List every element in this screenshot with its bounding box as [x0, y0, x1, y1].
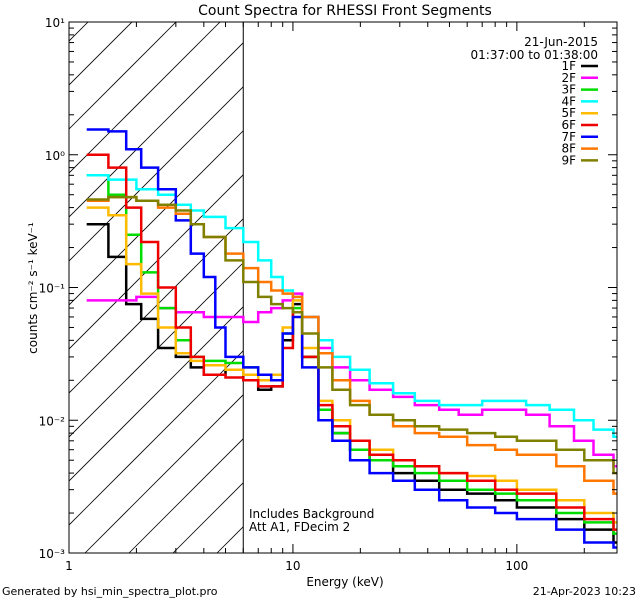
legend-label-8F: 8F [561, 142, 576, 156]
y-tick-label: 10⁻³ [39, 547, 66, 561]
y-tick-label: 10⁰ [45, 149, 65, 163]
legend-label-3F: 3F [561, 83, 576, 97]
legend-label-2F: 2F [561, 71, 576, 85]
legend-label-4F: 4F [561, 94, 576, 108]
y-tick-label: 10⁻² [39, 414, 66, 428]
annotation-background: Includes Background [249, 507, 374, 521]
hatched-region [0, 0, 617, 553]
y-tick-label: 10¹ [45, 16, 65, 30]
observation-date: 21-Jun-2015 [524, 35, 598, 49]
footer-generated-by: Generated by hsi_min_spectra_plot.pro [2, 585, 218, 598]
time-range: 01:37:00 to 01:38:00 [471, 48, 598, 62]
axes: 1 10 100 10⁻³ 10⁻² 10⁻¹ 10⁰ 10¹ [39, 16, 618, 573]
hatch-line [69, 22, 133, 86]
x-axis-label: Energy (keV) [306, 575, 383, 589]
legend-label-7F: 7F [561, 130, 576, 144]
annotation-attenuator: Att A1, FDecim 2 [249, 520, 350, 534]
hatch-line [0, 0, 113, 553]
hatch-line [69, 22, 89, 42]
series-layer [86, 128, 617, 549]
x-tick-label: 10 [285, 559, 300, 573]
legend-label-6F: 6F [561, 118, 576, 132]
y-axis-label: counts cm⁻² s⁻¹ keV⁻¹ [26, 222, 40, 354]
y-tick-label: 10⁻¹ [39, 282, 66, 296]
chart-title: Count Spectra for RHESSI Front Segments [198, 3, 492, 19]
hatch-line [69, 22, 221, 174]
x-tick-label: 1 [65, 559, 73, 573]
series-line-9F [86, 195, 617, 475]
legend-label-9F: 9F [561, 153, 576, 167]
footer-timestamp: 21-Apr-2023 10:23 [533, 585, 636, 598]
hatch-line [69, 22, 265, 218]
legend-label-5F: 5F [561, 106, 576, 120]
hatch-line [69, 22, 177, 130]
series-line-8F [86, 195, 617, 495]
legend-label-1F: 1F [561, 59, 576, 73]
x-tick-label: 100 [505, 559, 528, 573]
hatch-mask [243, 22, 617, 553]
